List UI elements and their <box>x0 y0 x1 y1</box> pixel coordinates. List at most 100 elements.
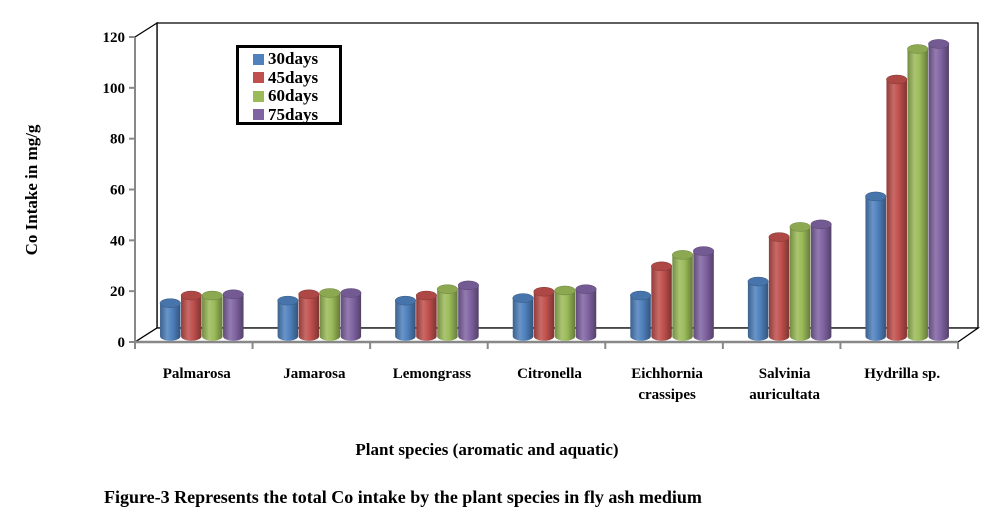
bar <box>630 290 652 341</box>
legend-item: 75days <box>253 104 339 125</box>
bar-cap <box>672 250 694 260</box>
y-tick-label: 120 <box>103 30 126 46</box>
bar-cap <box>436 284 458 294</box>
bar <box>865 191 887 341</box>
legend-item: 60days <box>253 87 339 106</box>
bar <box>415 290 437 341</box>
bar-cap <box>298 289 320 300</box>
bar-cap <box>651 261 673 272</box>
legend-label: 60days <box>268 86 319 106</box>
bar-group <box>747 219 832 341</box>
legend-label: 75days <box>268 104 319 124</box>
bar-cap <box>159 298 181 308</box>
bar-body <box>789 226 811 341</box>
legend-item: 45days <box>253 68 339 88</box>
bar-body <box>181 295 202 341</box>
bar <box>533 286 555 341</box>
bar-group <box>394 280 479 341</box>
bar <box>277 295 299 341</box>
bar <box>512 293 534 341</box>
bar-body <box>202 295 223 341</box>
bar-body <box>672 254 693 341</box>
legend-swatch <box>253 53 264 65</box>
bar-cap <box>810 219 832 230</box>
x-tick-label: Eichhornia <box>631 366 703 382</box>
x-tick-label: crassipes <box>638 387 696 403</box>
legend-swatch <box>253 72 264 84</box>
bar-cap <box>222 289 244 300</box>
figure-caption: Figure-3 Represents the total Co intake … <box>104 487 702 507</box>
bar <box>747 276 769 341</box>
bar <box>180 290 202 341</box>
y-tick-label: 0 <box>118 335 126 351</box>
bar-cap <box>533 286 555 297</box>
bar-cap <box>554 285 576 296</box>
bar-cap <box>319 288 341 298</box>
x-tick-label: Salvinia <box>759 366 811 382</box>
bar <box>159 298 181 341</box>
y-axis: 0 20 40 60 80 100 120 <box>103 30 136 351</box>
bar <box>457 280 479 341</box>
bar-body <box>416 295 437 341</box>
bar-cap <box>277 295 299 306</box>
bar-cap <box>575 284 597 294</box>
bar <box>298 289 320 341</box>
bar <box>768 232 790 341</box>
legend-item: 30days <box>253 50 339 69</box>
legend-swatch <box>253 109 264 121</box>
bar-group <box>512 284 597 341</box>
bar-group <box>277 288 362 341</box>
y-axis-title: Co Intake in mg/g <box>22 124 41 255</box>
side-wall <box>134 21 158 344</box>
bar-cap <box>415 290 437 301</box>
x-tick-label: Hydrilla sp. <box>864 366 940 382</box>
bar-body <box>160 303 181 341</box>
bar-body <box>575 289 597 341</box>
bar <box>810 219 832 341</box>
bar-group <box>159 289 244 341</box>
x-axis-title: Plant species (aromatic and aquatic) <box>0 440 998 460</box>
bar <box>575 284 597 341</box>
bar-body <box>340 292 362 341</box>
y-tick-label: 40 <box>110 233 125 249</box>
x-tick-label: Lemongrass <box>393 366 471 382</box>
bar <box>436 284 458 341</box>
bar <box>201 290 223 341</box>
bar-body <box>886 79 907 341</box>
bar-cap <box>747 276 769 287</box>
bar-body <box>458 285 479 341</box>
bar-cap <box>180 290 202 301</box>
bar-body <box>554 290 576 341</box>
legend-label: 30days <box>268 49 319 69</box>
bar-body <box>512 298 534 341</box>
bar-body <box>810 224 832 341</box>
bar <box>693 246 715 341</box>
bar-cap <box>512 293 534 303</box>
bar <box>554 285 576 341</box>
bar <box>394 295 416 341</box>
x-tick-label: Jamarosa <box>283 366 346 382</box>
bar-body <box>865 196 886 341</box>
y-tick-label: 20 <box>110 284 125 300</box>
bars <box>159 39 950 341</box>
bar <box>789 222 811 341</box>
bar-cap <box>768 232 790 242</box>
bar <box>907 44 929 341</box>
bar-body <box>223 294 244 341</box>
bar <box>222 289 244 341</box>
bar-cap <box>928 39 950 49</box>
bar-body <box>928 43 949 341</box>
bar-body <box>747 281 769 341</box>
category-labels: Palmarosa Jamarosa Lemongrass Citronella Eic… <box>163 366 941 403</box>
bar-cap <box>630 290 652 301</box>
bar-cap <box>201 290 223 301</box>
bar-cap <box>886 74 908 85</box>
bar-body <box>693 251 714 341</box>
bar-body <box>768 237 790 341</box>
bar <box>886 74 908 341</box>
bar-cap <box>865 191 887 202</box>
y-tick-label: 80 <box>110 132 125 148</box>
bar-body <box>277 300 299 341</box>
bar-body <box>651 266 672 341</box>
legend-swatch <box>253 90 264 102</box>
